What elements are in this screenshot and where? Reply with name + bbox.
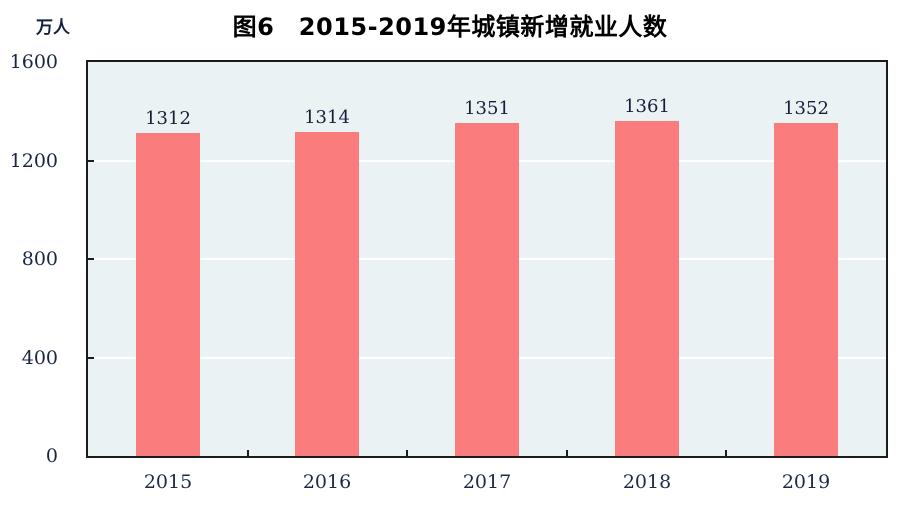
y-axis-tick-label: 0 bbox=[45, 445, 58, 467]
y-axis-tick bbox=[86, 356, 94, 359]
y-axis-tick-label: 1200 bbox=[9, 149, 58, 172]
bar-value-label: 1314 bbox=[304, 107, 350, 128]
bar-value-label: 1361 bbox=[624, 96, 670, 117]
x-axis-label: 2017 bbox=[462, 471, 512, 493]
bar bbox=[455, 123, 519, 456]
bar-value-label: 1312 bbox=[145, 108, 191, 129]
x-axis-label: 2016 bbox=[302, 471, 352, 493]
bar bbox=[615, 121, 679, 456]
y-axis-tick bbox=[86, 258, 94, 260]
y-axis-tick-label: 1600 bbox=[9, 51, 58, 73]
x-axis-tick bbox=[566, 450, 568, 456]
chart-title: 图6 2015-2019年城镇新增就业人数 bbox=[232, 13, 668, 41]
x-axis-tick bbox=[725, 450, 727, 456]
x-axis-tick bbox=[406, 450, 408, 456]
y-axis-tick-label: 400 bbox=[21, 346, 58, 369]
bar bbox=[774, 123, 838, 456]
y-axis-unit-label: 万人 bbox=[36, 18, 70, 38]
x-axis-label: 2015 bbox=[143, 471, 193, 493]
y-axis-tick bbox=[86, 159, 94, 162]
y-axis-tick-label: 800 bbox=[21, 248, 58, 270]
bar bbox=[136, 133, 200, 456]
bar bbox=[295, 132, 359, 456]
x-axis-label: 2018 bbox=[622, 471, 672, 493]
bar-value-label: 1352 bbox=[783, 98, 829, 119]
bar-value-label: 1351 bbox=[464, 98, 510, 119]
x-axis-tick bbox=[247, 450, 249, 456]
x-axis-label: 2019 bbox=[781, 471, 831, 493]
